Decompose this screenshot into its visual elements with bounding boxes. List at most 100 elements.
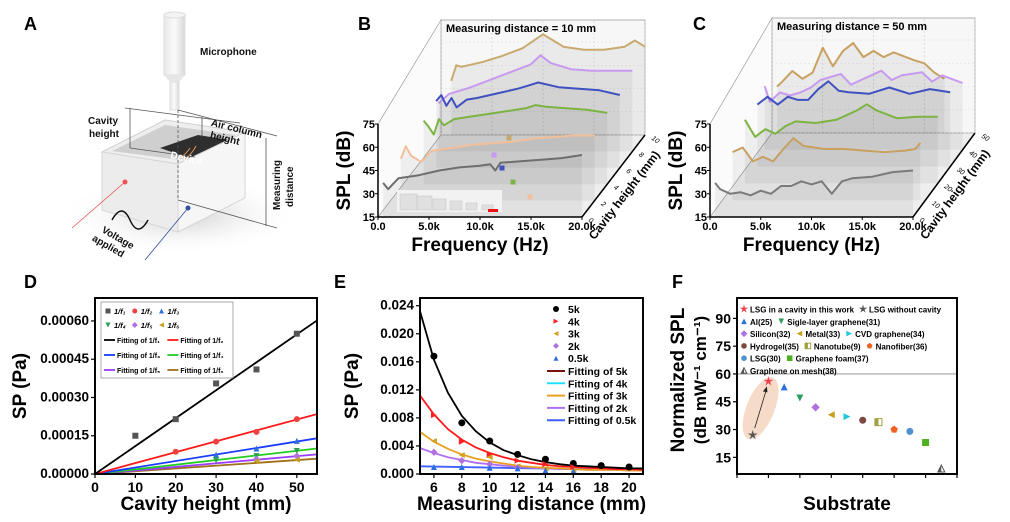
- data-point: [253, 428, 260, 435]
- legend-marker: [553, 318, 559, 324]
- series-line-30: [756, 80, 951, 106]
- legend-label: Fitting of 1/f₄: [180, 353, 223, 360]
- legend-label: LSG(30): [750, 355, 781, 364]
- series-shadow: [764, 70, 963, 150]
- data-point: [430, 412, 437, 419]
- legend-label: 3k: [568, 329, 580, 341]
- data-point: [890, 425, 898, 433]
- data-point: [172, 416, 179, 423]
- legend-label: Nanofiber(36): [876, 342, 928, 351]
- z-tick-label: 20: [942, 183, 953, 194]
- data-point: [542, 467, 549, 474]
- label-cavity-height-1: Cavity: [88, 116, 118, 127]
- legend-marker: [105, 322, 111, 328]
- y-tick-label: 15: [715, 449, 731, 465]
- legend-label: 1/f₁: [114, 307, 126, 316]
- z-tick-label: 2: [599, 200, 607, 209]
- x-tick-label: 10: [482, 479, 498, 495]
- peak-marker: [510, 179, 516, 185]
- x-axis-label: Frequency (Hz): [411, 235, 548, 256]
- data-point: [874, 418, 879, 426]
- legend-label: Silicon(32): [750, 330, 791, 339]
- x-tick-label: 0: [91, 479, 99, 495]
- legend-marker: [741, 367, 744, 374]
- data-point: [293, 416, 300, 423]
- panel-letter-b: B: [358, 14, 371, 34]
- plot-area: [420, 311, 643, 474]
- panel-f-chart: LSG in a cavity in this work LSG without …: [668, 297, 958, 515]
- y-tick-label: 0.012: [380, 382, 414, 397]
- series-line-20: [744, 103, 938, 138]
- fit-line: [95, 319, 317, 474]
- x-tick-label: 20: [621, 479, 637, 495]
- x-axis-label: Cavity height (mm): [120, 494, 291, 515]
- legend-label: 1/f₄: [114, 321, 126, 330]
- legend-marker: [846, 330, 852, 337]
- series-line-10: [732, 137, 922, 163]
- y-tick-label: 0.00030: [40, 389, 89, 404]
- panel-letter-d: D: [24, 272, 37, 292]
- data-point: [763, 376, 774, 386]
- x-tick-label: 40: [249, 479, 265, 495]
- data-point: [430, 438, 437, 445]
- legend-marker: [132, 308, 138, 314]
- legend-label: Al(25): [750, 318, 773, 327]
- z-axis: [912, 132, 976, 218]
- x-tick-label: 50: [289, 479, 305, 495]
- legend: 1/f₁ 1/f₂ 1/f₃ 1/f₄ 1/f₅ 1/f₆ Fitting of 1/f₁ F…: [100, 301, 234, 379]
- cavity-photo: [481, 204, 494, 211]
- legend-marker: [741, 318, 747, 325]
- data-point: [486, 437, 494, 445]
- legend-marker: [131, 322, 138, 328]
- data-point: [213, 380, 220, 387]
- arrow-head-icon: [762, 386, 768, 393]
- series-line-10: [450, 33, 646, 82]
- peak-marker: [491, 152, 497, 158]
- legend-marker: [866, 342, 873, 349]
- z-tick-label: 0: [587, 217, 594, 225]
- z-tick-label: 0: [918, 217, 925, 225]
- x-axis-label: Measuring distance (mm): [417, 494, 646, 515]
- y-tick-label: 0.00015: [40, 428, 89, 443]
- z-tick-label: 40: [967, 150, 978, 160]
- cavity-photo: [416, 195, 433, 211]
- data-point: [859, 416, 867, 424]
- x-axis-label: Substrate: [803, 494, 891, 515]
- data-point: [253, 458, 260, 465]
- panel-letter-c: C: [693, 14, 706, 34]
- y-tick-label: 0.016: [380, 354, 414, 369]
- x-tick-label: 10.0k: [466, 221, 494, 233]
- y-tick-label: 90: [715, 310, 731, 326]
- label-microphone: Microphone: [200, 47, 257, 58]
- voltage-waveform-icon: [111, 210, 149, 230]
- fit-curve: [420, 311, 643, 470]
- data-point: [213, 451, 220, 458]
- legend-label: Graphene foam(37): [796, 355, 869, 364]
- legend-label: 0.5k: [568, 353, 589, 365]
- legend-marker: [553, 306, 559, 312]
- series-line-0: [382, 154, 583, 191]
- series-shadow: [715, 170, 913, 217]
- data-point: [458, 419, 466, 427]
- y-tick-label: 0.00045: [40, 351, 89, 366]
- fit-line: [95, 413, 317, 474]
- legend-label: 1/f₅: [141, 321, 153, 330]
- data-point: [293, 437, 300, 444]
- legend-label: LSG in a cavity in this work: [750, 306, 855, 315]
- legend-label: Fitting of 1/f₆: [180, 368, 223, 375]
- data-point: [811, 403, 820, 412]
- x-tick-label: 12: [510, 479, 526, 495]
- data-point: [253, 445, 260, 452]
- series-line-2: [399, 134, 595, 163]
- data-point: [843, 413, 851, 421]
- data-point: [514, 465, 521, 472]
- series-shadow: [438, 55, 633, 152]
- data-point: [132, 432, 139, 439]
- legend-label: Graphene on mesh(38): [750, 367, 837, 376]
- legend-label: LSG without cavity: [869, 306, 942, 315]
- x-tick-label: 20.0k: [568, 221, 596, 233]
- y-tick-label: 0.008: [380, 410, 414, 425]
- series-line-50: [776, 42, 946, 88]
- data-point: [172, 448, 179, 455]
- y-axis-label-line2: (dB mW⁻¹ cm⁻¹): [691, 316, 710, 444]
